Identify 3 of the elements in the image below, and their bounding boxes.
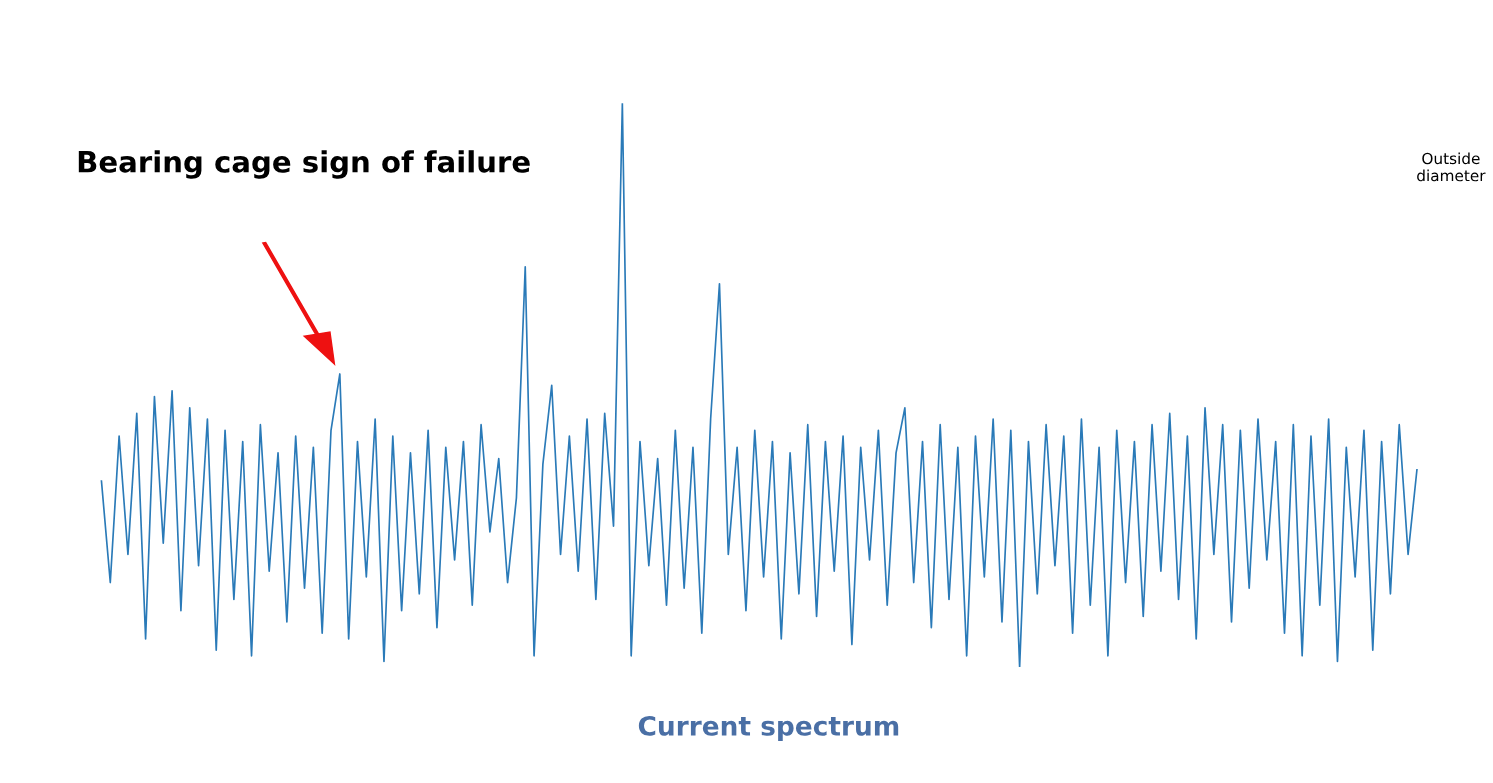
annotation: Bearing cage sign of failure xyxy=(78,150,530,179)
text: Current spectrum xyxy=(638,715,899,741)
annotation: Outside diameter xyxy=(1417,152,1486,182)
